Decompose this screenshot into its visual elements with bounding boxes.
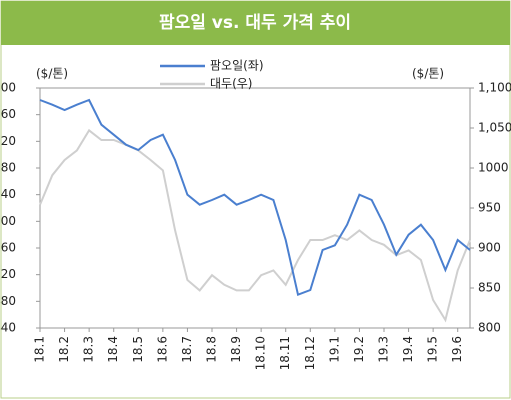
y-tick-label: 760 (0, 107, 16, 121)
x-tick-label: 18.3 (82, 336, 96, 363)
x-tick-label: 19.5 (426, 336, 440, 363)
y-tick-label: 600 (0, 214, 16, 228)
x-tick-label: 18.1 (33, 336, 47, 363)
x-tick-label: 18.5 (131, 336, 145, 363)
y2-tick-label: 1,050 (478, 121, 511, 135)
x-tick-label: 19.1 (327, 336, 341, 363)
chart-title: 팜오일 vs. 대두 가격 추이 (159, 13, 351, 33)
y2-tick-label: 900 (478, 241, 501, 255)
y-tick-label: 680 (0, 161, 16, 175)
y-tick-label: 640 (0, 187, 16, 201)
x-tick-label: 18.10 (254, 336, 268, 370)
x-tick-label: 18.9 (229, 336, 243, 363)
y2-tick-label: 950 (478, 201, 501, 215)
legend-label: 팜오일(좌) (210, 59, 264, 73)
y2-tick-label: 1000 (478, 161, 509, 175)
y2-tick-label: 800 (478, 321, 501, 335)
x-tick-label: 18.4 (106, 336, 120, 363)
y-tick-label: 480 (0, 294, 16, 308)
y-axis-label: ($/톤) (36, 67, 68, 81)
series-line (39, 128, 471, 323)
y-tick-label: 440 (0, 321, 16, 335)
y-tick-label: 720 (0, 134, 16, 148)
x-tick-label: 19.4 (401, 336, 415, 363)
x-tick-label: 18.7 (180, 336, 194, 363)
y2-tick-label: 850 (478, 281, 501, 295)
title-band (1, 1, 510, 45)
series-line (39, 98, 471, 297)
x-tick-label: 18.12 (303, 336, 317, 370)
y-tick-label: 560 (0, 241, 16, 255)
x-tick-label: 18.11 (278, 336, 292, 370)
x-tick-label: 19.6 (450, 336, 464, 363)
x-tick-label: 19.2 (352, 336, 366, 363)
x-tick-label: 19.3 (377, 336, 391, 363)
y2-axis-label: ($/톤) (412, 67, 444, 81)
y-tick-label: 520 (0, 267, 16, 281)
y-tick-label: 800 (0, 81, 16, 95)
x-tick-label: 18.6 (155, 336, 169, 363)
x-tick-label: 18.8 (205, 336, 219, 363)
x-tick-label: 18.2 (57, 336, 71, 363)
legend-label: 대두(우) (210, 77, 252, 91)
y2-tick-label: 1,100 (478, 81, 511, 95)
